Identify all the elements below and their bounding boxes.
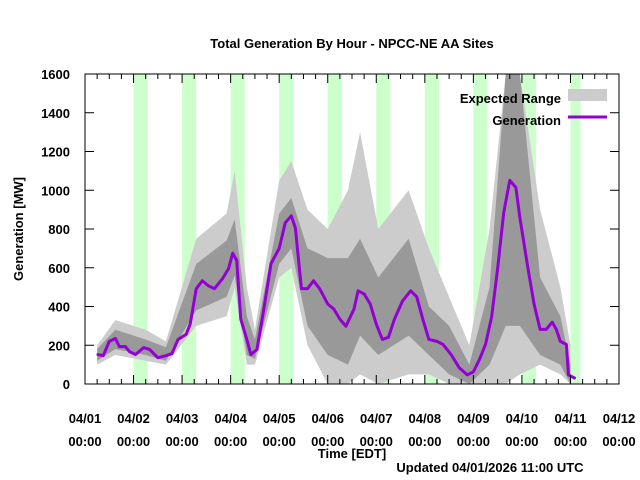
- x-tick-label-time: 00:00: [117, 434, 150, 449]
- y-tick-label: 1600: [41, 67, 70, 82]
- x-tick-label-time: 00:00: [68, 434, 101, 449]
- x-tick-label-date: 04/11: [555, 411, 587, 426]
- y-tick-label: 600: [48, 261, 70, 276]
- expected-range-inner: [97, 74, 571, 384]
- y-axis-label: Generation [MW]: [11, 177, 26, 281]
- night-band: [570, 74, 581, 384]
- x-tick-label-date: 04/04: [214, 411, 247, 426]
- x-axis-label: Time [EDT]: [318, 446, 386, 461]
- x-tick-label-time: 00:00: [554, 434, 587, 449]
- chart-title: Total Generation By Hour - NPCC-NE AA Si…: [210, 36, 493, 51]
- x-tick-label-date: 04/03: [166, 411, 199, 426]
- x-tick-label-time: 00:00: [263, 434, 296, 449]
- x-tick-label-time: 00:00: [457, 434, 490, 449]
- x-tick-label-date: 04/01: [69, 411, 102, 426]
- legend-label-expected-range: Expected Range: [460, 91, 561, 106]
- expected-range: [97, 74, 571, 384]
- legend: Expected Range Generation: [460, 89, 607, 128]
- y-tick-label: 1000: [41, 183, 70, 198]
- x-tick-label-date: 04/12: [603, 411, 636, 426]
- y-tick-label: 200: [48, 338, 70, 353]
- x-tick-label-date: 04/06: [311, 411, 344, 426]
- x-tick-label-time: 00:00: [505, 434, 538, 449]
- x-tick-label-date: 04/02: [117, 411, 150, 426]
- x-tick-label-time: 00:00: [165, 434, 198, 449]
- x-tick-label-time: 00:00: [602, 434, 635, 449]
- axes: 0 200 400 600 800 1000 1200 1400 1600 04/01 00:00 0…: [41, 67, 636, 449]
- y-tick-label: 1400: [41, 106, 70, 121]
- y-tick-label: 1200: [41, 145, 70, 160]
- x-tick-label-time: 00:00: [360, 434, 393, 449]
- night-band: [133, 74, 148, 384]
- x-tick-label-date: 04/08: [409, 411, 442, 426]
- x-tick-label-time: 00:00: [408, 434, 441, 449]
- series-group: [96, 178, 576, 380]
- updated-footer: Updated 04/01/2026 11:00 UTC: [396, 460, 584, 475]
- x-tick-label-time: 00:00: [214, 434, 247, 449]
- x-tick-label-time: 00:00: [311, 434, 344, 449]
- legend-swatch-expected-range: [568, 89, 607, 101]
- x-tick-label-date: 04/05: [263, 411, 296, 426]
- x-tick-label-date: 04/10: [506, 411, 539, 426]
- x-tick-label-date: 04/07: [360, 411, 393, 426]
- y-tick-label: 0: [63, 377, 70, 392]
- x-tick-label-date: 04/09: [457, 411, 490, 426]
- y-tick-label: 400: [48, 300, 70, 315]
- expected-range-outer: [97, 74, 571, 384]
- generation-line: [96, 178, 576, 380]
- legend-label-generation: Generation: [492, 113, 561, 128]
- y-tick-label: 800: [48, 222, 70, 237]
